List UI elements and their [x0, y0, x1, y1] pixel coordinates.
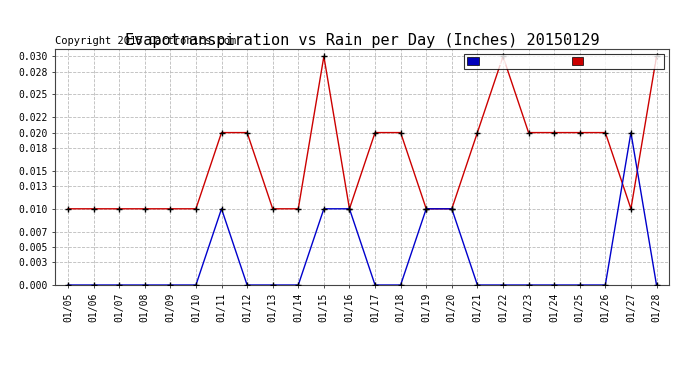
Legend: Rain  (Inches), ET  (Inches): Rain (Inches), ET (Inches) [464, 54, 664, 69]
Text: Copyright 2015 Cartronics.com: Copyright 2015 Cartronics.com [55, 36, 237, 46]
Title: Evapotranspiration vs Rain per Day (Inches) 20150129: Evapotranspiration vs Rain per Day (Inch… [125, 33, 600, 48]
